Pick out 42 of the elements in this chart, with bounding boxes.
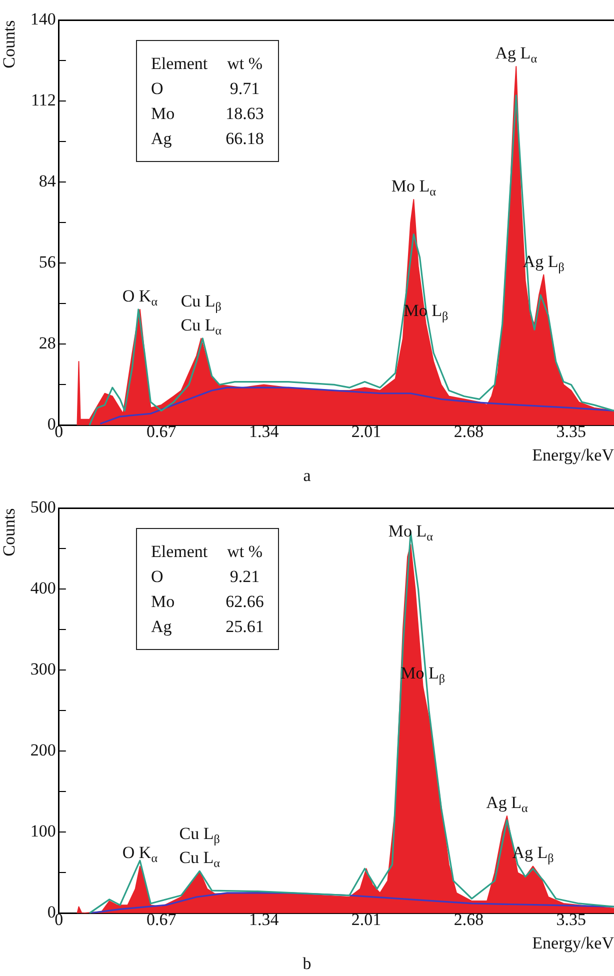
x-tick-label: 3.35 [556,422,586,441]
x-tick-label: 2.68 [454,910,484,929]
annotation: 9.21 [228,566,261,588]
y-tick-label: 300 [30,660,56,679]
y-tick-label: 84 [38,172,56,191]
annotation: O [151,566,164,588]
annotation: Mo [151,103,176,125]
y-tick-label: 112 [31,90,56,110]
x-tick-label: 1.34 [248,910,280,929]
y-axis-title: Counts [0,20,19,68]
y-tick-label: 200 [30,740,56,760]
x-axis-title: Energy/keV [532,933,614,952]
annotation: 62.66 [226,591,264,613]
annotation: Ag [151,616,173,638]
x-tick-label: 0.67 [146,422,177,441]
x-tick-label: 3.35 [556,910,586,929]
x-axis-title: Energy/keV [532,445,614,464]
annotation: 25.61 [226,616,264,638]
annotation: Element [151,53,208,75]
annotation: Element [151,541,208,563]
x-tick-label: 1.34 [248,422,280,441]
x-tick-label: 2.01 [351,422,382,441]
x-tick-label: 2.01 [351,910,382,929]
annotation: wt % [226,541,264,563]
text: a [302,466,312,486]
annotation: 66.18 [226,128,264,150]
x-tick-label: 0.67 [146,910,177,929]
y-tick-label: 140 [30,10,56,29]
y-axis-title: Counts [0,508,19,556]
y-tick-label: 400 [30,578,56,598]
y-tick-label: 100 [30,822,56,841]
annotation: Ag [151,128,173,150]
annotation: Mo [151,591,176,613]
x-tick-label: 2.68 [454,422,484,441]
y-tick-label: 56 [38,252,56,272]
annotation: O [151,78,164,100]
annotation: 9.71 [228,78,261,100]
annotation: wt % [226,53,264,75]
y-tick-label: 28 [38,334,56,353]
text: b [302,954,312,974]
annotation: 18.63 [226,103,264,125]
y-tick-label: 500 [30,498,56,517]
